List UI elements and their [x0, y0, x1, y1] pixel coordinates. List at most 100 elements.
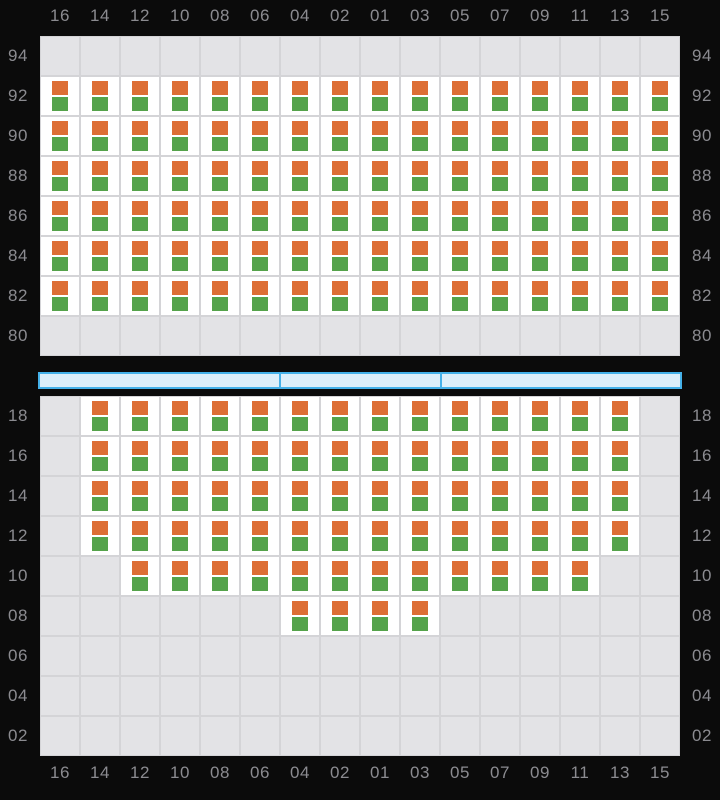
stowage-cell-occupied[interactable]	[561, 517, 599, 555]
stowage-cell-occupied[interactable]	[161, 397, 199, 435]
stowage-cell-occupied[interactable]	[521, 197, 559, 235]
stowage-cell-occupied[interactable]	[121, 157, 159, 195]
stowage-cell-occupied[interactable]	[201, 197, 239, 235]
stowage-cell-occupied[interactable]	[281, 277, 319, 315]
stowage-cell-occupied[interactable]	[161, 77, 199, 115]
stowage-cell-occupied[interactable]	[641, 117, 679, 155]
stowage-cell-occupied[interactable]	[441, 237, 479, 275]
stowage-cell-occupied[interactable]	[81, 117, 119, 155]
stowage-cell-occupied[interactable]	[201, 157, 239, 195]
stowage-cell-occupied[interactable]	[401, 237, 439, 275]
stowage-cell-occupied[interactable]	[281, 477, 319, 515]
stowage-cell-occupied[interactable]	[601, 117, 639, 155]
stowage-cell-occupied[interactable]	[561, 77, 599, 115]
stowage-cell-occupied[interactable]	[41, 157, 79, 195]
stowage-cell-occupied[interactable]	[481, 477, 519, 515]
stowage-cell-occupied[interactable]	[241, 117, 279, 155]
stowage-cell-occupied[interactable]	[121, 437, 159, 475]
stowage-cell-occupied[interactable]	[441, 397, 479, 435]
stowage-cell-occupied[interactable]	[401, 517, 439, 555]
stowage-cell-occupied[interactable]	[601, 197, 639, 235]
stowage-cell-occupied[interactable]	[161, 517, 199, 555]
stowage-cell-occupied[interactable]	[401, 557, 439, 595]
stowage-cell-occupied[interactable]	[241, 277, 279, 315]
stowage-cell-occupied[interactable]	[241, 397, 279, 435]
stowage-cell-occupied[interactable]	[281, 157, 319, 195]
stowage-cell-occupied[interactable]	[161, 197, 199, 235]
stowage-cell-occupied[interactable]	[81, 157, 119, 195]
stowage-cell-occupied[interactable]	[481, 557, 519, 595]
stowage-cell-occupied[interactable]	[121, 117, 159, 155]
stowage-cell-occupied[interactable]	[121, 517, 159, 555]
stowage-cell-occupied[interactable]	[441, 77, 479, 115]
stowage-cell-occupied[interactable]	[521, 277, 559, 315]
stowage-cell-occupied[interactable]	[361, 477, 399, 515]
stowage-cell-occupied[interactable]	[41, 197, 79, 235]
stowage-cell-occupied[interactable]	[81, 197, 119, 235]
stowage-cell-occupied[interactable]	[41, 277, 79, 315]
stowage-cell-occupied[interactable]	[161, 277, 199, 315]
stowage-cell-occupied[interactable]	[161, 157, 199, 195]
stowage-cell-occupied[interactable]	[561, 117, 599, 155]
stowage-cell-occupied[interactable]	[641, 277, 679, 315]
stowage-cell-occupied[interactable]	[441, 157, 479, 195]
stowage-cell-occupied[interactable]	[241, 437, 279, 475]
stowage-cell-occupied[interactable]	[361, 517, 399, 555]
stowage-cell-occupied[interactable]	[401, 77, 439, 115]
stowage-cell-occupied[interactable]	[601, 157, 639, 195]
stowage-cell-occupied[interactable]	[521, 477, 559, 515]
stowage-cell-occupied[interactable]	[41, 77, 79, 115]
stowage-cell-occupied[interactable]	[561, 437, 599, 475]
stowage-cell-occupied[interactable]	[241, 557, 279, 595]
stowage-cell-occupied[interactable]	[441, 477, 479, 515]
stowage-cell-occupied[interactable]	[281, 197, 319, 235]
stowage-cell-occupied[interactable]	[601, 237, 639, 275]
stowage-cell-occupied[interactable]	[561, 397, 599, 435]
stowage-cell-occupied[interactable]	[441, 517, 479, 555]
stowage-cell-occupied[interactable]	[641, 157, 679, 195]
stowage-cell-occupied[interactable]	[361, 117, 399, 155]
stowage-cell-occupied[interactable]	[81, 517, 119, 555]
stowage-cell-occupied[interactable]	[161, 117, 199, 155]
stowage-cell-occupied[interactable]	[281, 77, 319, 115]
stowage-cell-occupied[interactable]	[521, 397, 559, 435]
stowage-cell-occupied[interactable]	[641, 197, 679, 235]
stowage-cell-occupied[interactable]	[481, 277, 519, 315]
stowage-cell-occupied[interactable]	[121, 277, 159, 315]
stowage-cell-occupied[interactable]	[281, 437, 319, 475]
stowage-cell-occupied[interactable]	[81, 437, 119, 475]
stowage-cell-occupied[interactable]	[201, 437, 239, 475]
stowage-cell-occupied[interactable]	[321, 477, 359, 515]
stowage-cell-occupied[interactable]	[481, 77, 519, 115]
stowage-cell-occupied[interactable]	[401, 277, 439, 315]
stowage-cell-occupied[interactable]	[321, 557, 359, 595]
stowage-cell-occupied[interactable]	[201, 237, 239, 275]
stowage-cell-occupied[interactable]	[201, 477, 239, 515]
stowage-cell-occupied[interactable]	[241, 197, 279, 235]
stowage-cell-occupied[interactable]	[441, 437, 479, 475]
stowage-cell-occupied[interactable]	[521, 557, 559, 595]
stowage-cell-occupied[interactable]	[521, 237, 559, 275]
stowage-cell-occupied[interactable]	[521, 437, 559, 475]
stowage-cell-occupied[interactable]	[481, 157, 519, 195]
stowage-cell-occupied[interactable]	[81, 277, 119, 315]
stowage-cell-occupied[interactable]	[601, 77, 639, 115]
stowage-cell-occupied[interactable]	[641, 237, 679, 275]
stowage-cell-occupied[interactable]	[241, 517, 279, 555]
stowage-cell-occupied[interactable]	[481, 237, 519, 275]
stowage-cell-occupied[interactable]	[81, 77, 119, 115]
stowage-cell-occupied[interactable]	[161, 237, 199, 275]
stowage-cell-occupied[interactable]	[241, 477, 279, 515]
stowage-cell-occupied[interactable]	[561, 157, 599, 195]
stowage-cell-occupied[interactable]	[81, 397, 119, 435]
stowage-cell-occupied[interactable]	[441, 117, 479, 155]
stowage-cell-occupied[interactable]	[481, 437, 519, 475]
stowage-cell-occupied[interactable]	[81, 477, 119, 515]
stowage-cell-occupied[interactable]	[281, 397, 319, 435]
stowage-cell-occupied[interactable]	[401, 157, 439, 195]
stowage-cell-occupied[interactable]	[361, 397, 399, 435]
stowage-cell-occupied[interactable]	[361, 557, 399, 595]
stowage-cell-occupied[interactable]	[601, 477, 639, 515]
stowage-cell-occupied[interactable]	[321, 597, 359, 635]
stowage-cell-occupied[interactable]	[121, 557, 159, 595]
